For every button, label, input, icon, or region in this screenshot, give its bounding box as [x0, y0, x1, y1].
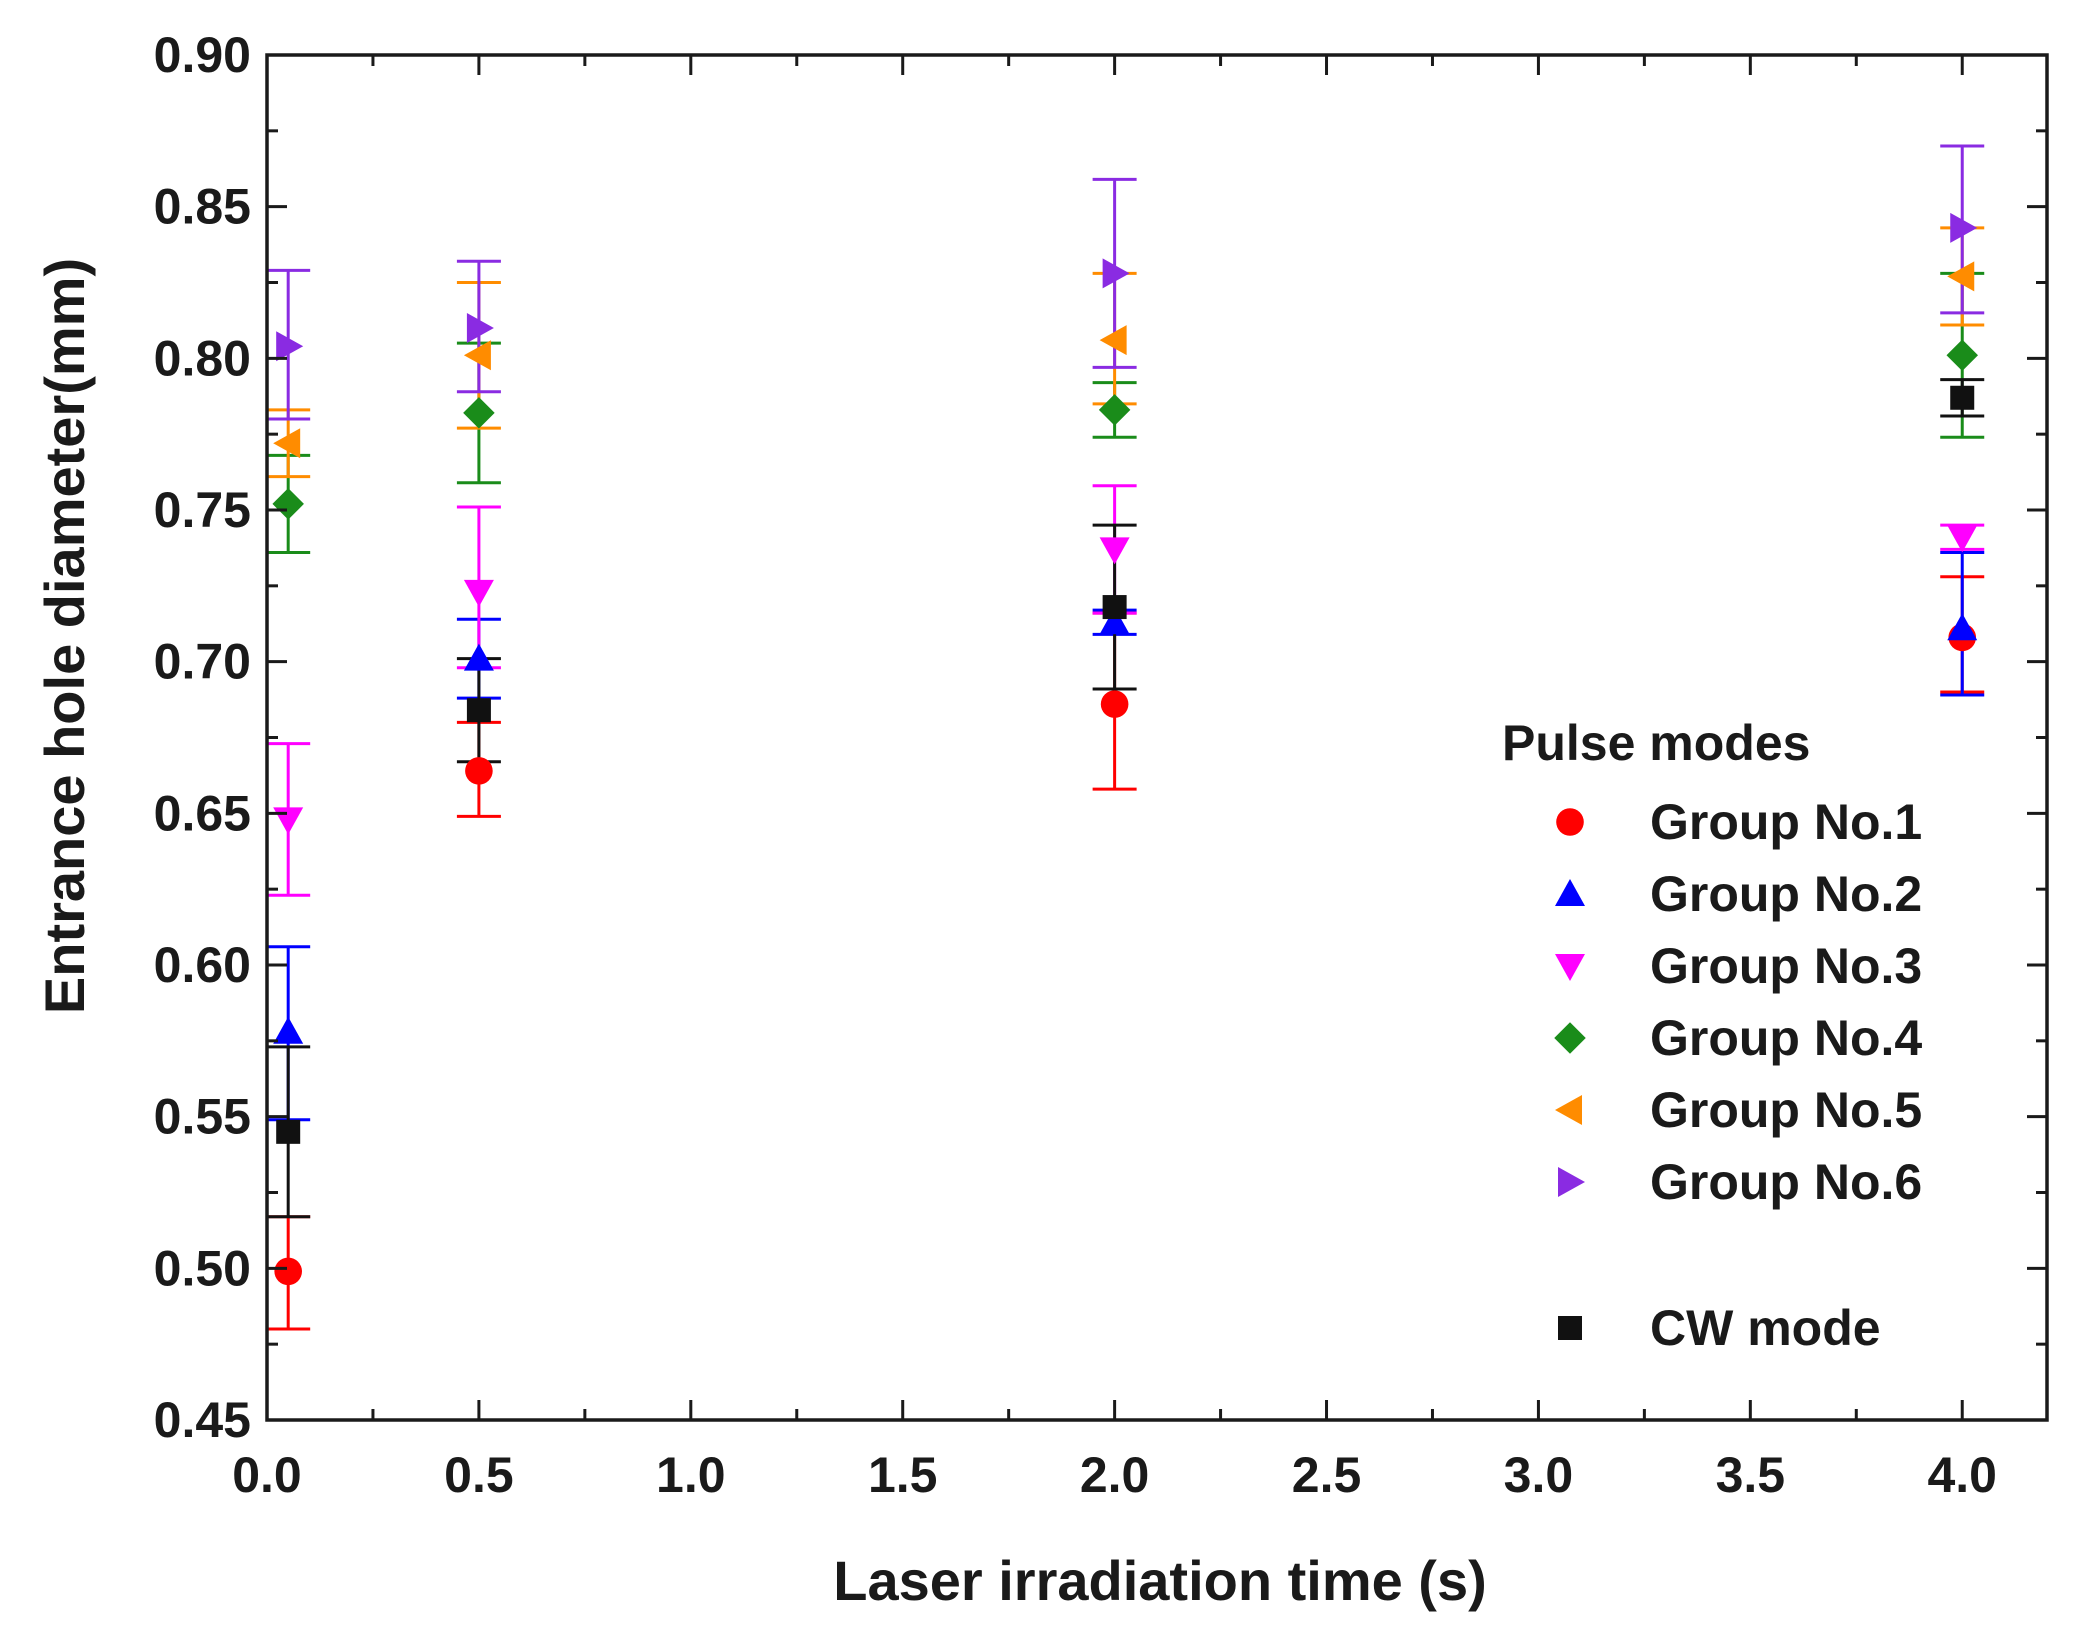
markers-layer: [272, 212, 1978, 1286]
x-tick-label: 2.5: [1292, 1447, 1362, 1503]
data-point: [1099, 325, 1127, 356]
x-tick-label: 2.0: [1080, 1447, 1150, 1503]
data-point: [276, 1119, 301, 1144]
y-tick-label: 0.45: [154, 1392, 251, 1448]
data-point: [274, 1257, 302, 1286]
legend-label: Group No.3: [1650, 938, 1922, 994]
data-point: [1099, 607, 1130, 635]
data-point: [273, 1016, 304, 1044]
tick-labels-layer: 0.0 0.5 1.0 1.5 2.0 2.5 3.0 3.5 4.0 0.45 0.50 0.55 0…: [154, 27, 1997, 1503]
legend-item: Group No.6: [1558, 1154, 1922, 1210]
y-tick-label: 0.70: [154, 634, 251, 690]
legend-label: Group No.6: [1650, 1154, 1922, 1210]
data-point: [463, 643, 494, 671]
data-point: [1947, 613, 1978, 641]
x-tick-label: 3.5: [1716, 1447, 1786, 1503]
legend-marker: [1556, 808, 1584, 836]
data-point: [466, 313, 494, 343]
legend-marker: [1558, 1316, 1582, 1340]
x-tick-label: 3.0: [1504, 1447, 1574, 1503]
legend-item: Group No.4: [1554, 1010, 1922, 1066]
y-tick-label: 0.85: [154, 179, 251, 235]
legend-label: Group No.1: [1650, 794, 1922, 850]
legend-marker: [1555, 1095, 1582, 1125]
data-point: [466, 698, 491, 723]
y-tick-label: 0.90: [154, 27, 251, 83]
legend-label: CW mode: [1650, 1300, 1881, 1356]
legend-label: Group No.4: [1650, 1010, 1922, 1066]
x-tick-label: 4.0: [1927, 1447, 1997, 1503]
data-point: [1950, 385, 1975, 410]
legend-marker: [1554, 1022, 1586, 1054]
data-point: [272, 488, 304, 520]
y-tick-label: 0.65: [154, 785, 251, 841]
data-point: [1098, 394, 1131, 426]
legend-marker: [1555, 879, 1585, 906]
legend-marker: [1555, 954, 1585, 981]
data-point: [1099, 537, 1130, 565]
y-tick-label: 0.50: [154, 1240, 251, 1296]
x-tick-label: 0.5: [444, 1447, 514, 1503]
x-axis-title: Laser irradiation time (s): [833, 1549, 1487, 1612]
y-tick-label: 0.55: [154, 1089, 251, 1145]
legend: Pulse modes Group No.1 Group No.2 Group No…: [1502, 715, 1922, 1356]
legend-item: Group No.2: [1555, 866, 1922, 922]
legend-item: Group No.3: [1555, 938, 1922, 994]
legend-marker: [1558, 1167, 1585, 1197]
legend-item: Group No.1: [1556, 794, 1922, 850]
y-tick-label: 0.80: [154, 330, 251, 386]
x-tick-label: 1.0: [656, 1447, 726, 1503]
axes-layer: [265, 53, 2049, 1422]
legend-item: Group No.5: [1555, 1082, 1922, 1138]
data-point: [1950, 212, 1978, 243]
data-point: [463, 397, 495, 429]
y-axis-title: Entrance hole diameter(mm): [33, 258, 96, 1014]
data-point: [1947, 261, 1975, 292]
data-point: [1946, 339, 1978, 372]
legend-title: Pulse modes: [1502, 715, 1810, 771]
y-tick-label: 0.75: [154, 482, 251, 538]
data-point: [1102, 595, 1127, 620]
data-point: [1102, 258, 1130, 289]
legend-label: Group No.5: [1650, 1082, 1922, 1138]
data-point: [465, 757, 493, 785]
data-point: [463, 579, 494, 607]
data-point: [1947, 525, 1978, 553]
legend-label: Group No.2: [1650, 866, 1922, 922]
data-point: [1100, 690, 1129, 718]
legend-item: CW mode: [1558, 1300, 1881, 1356]
x-tick-label: 1.5: [868, 1447, 938, 1503]
y-tick-label: 0.60: [154, 937, 251, 993]
data-point: [273, 428, 301, 459]
data-point: [463, 340, 491, 371]
x-tick-label: 0.0: [232, 1447, 302, 1503]
data-point: [276, 331, 304, 362]
